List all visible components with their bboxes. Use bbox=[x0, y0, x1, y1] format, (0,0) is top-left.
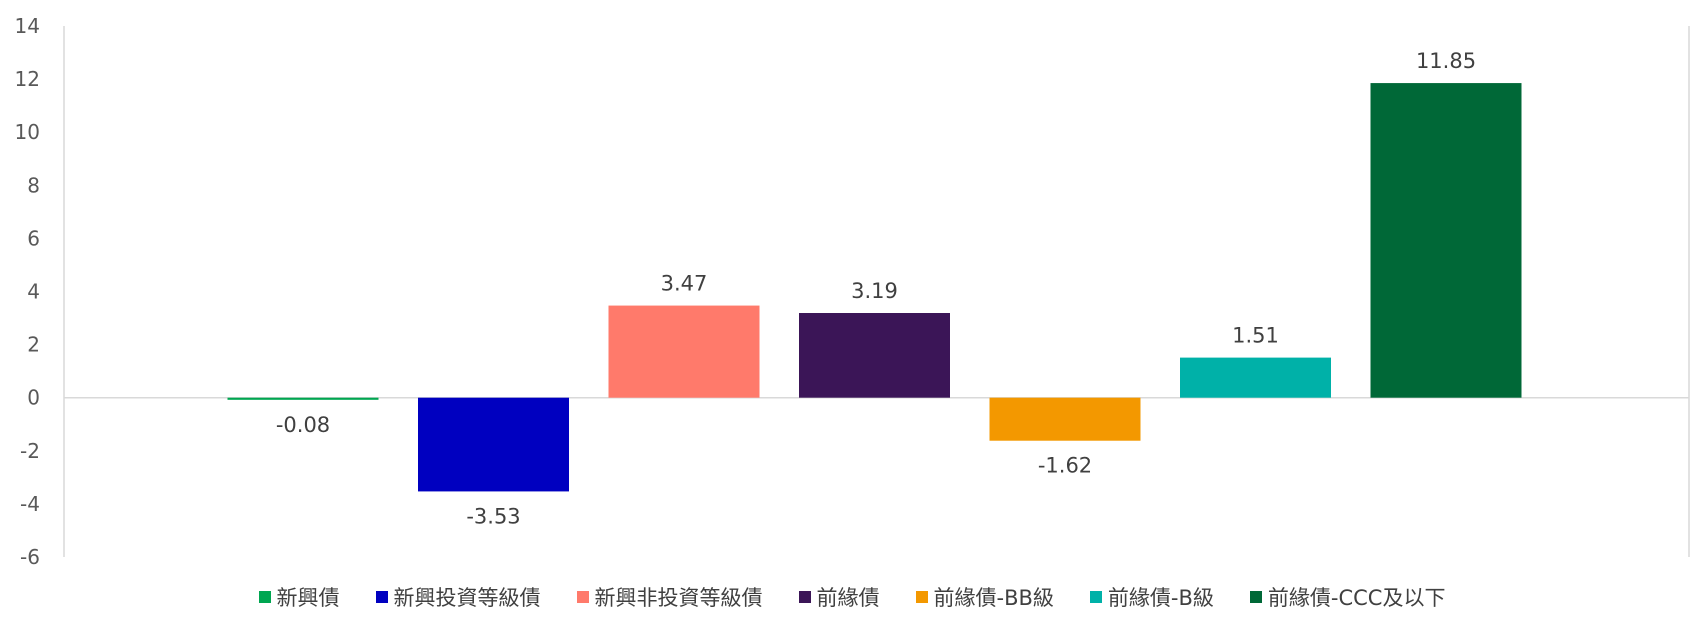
legend-label: 前緣債 bbox=[816, 586, 880, 610]
legend-item: 前緣債-B級 bbox=[1089, 582, 1214, 612]
data-labels: -0.08 -3.53 3.47 3.19 -1.62 1.51 11.85 bbox=[276, 49, 1476, 528]
legend-item: 新興非投資等級債 bbox=[576, 582, 763, 612]
legend-label: 新興非投資等級債 bbox=[594, 586, 763, 610]
legend-swatch bbox=[375, 591, 388, 603]
legend-swatch bbox=[1089, 591, 1102, 603]
legend-item: 前緣債-CCC及以下 bbox=[1249, 582, 1446, 612]
data-label: 3.19 bbox=[851, 279, 898, 303]
legend-swatch bbox=[915, 591, 928, 603]
data-label: 11.85 bbox=[1416, 49, 1476, 73]
y-tick-label: -4 bbox=[20, 492, 40, 516]
legend-item: 前緣債-BB級 bbox=[915, 582, 1054, 612]
bar bbox=[1180, 357, 1331, 398]
legend-swatch bbox=[576, 591, 589, 603]
y-tick-label: -2 bbox=[20, 439, 40, 463]
bar bbox=[799, 313, 950, 398]
legend-item: 前緣債 bbox=[798, 582, 880, 612]
legend-item: 新興債 bbox=[258, 582, 340, 612]
y-tick-label: 12 bbox=[15, 67, 40, 91]
y-tick-label: 14 bbox=[15, 14, 40, 38]
legend-label: 前緣債-BB級 bbox=[933, 586, 1054, 610]
y-tick-label: 6 bbox=[27, 226, 40, 250]
bar bbox=[227, 397, 379, 400]
y-tick-label: 2 bbox=[27, 333, 40, 357]
y-tick-label: 0 bbox=[27, 386, 40, 410]
y-tick-label: 4 bbox=[27, 280, 40, 304]
data-label: -1.62 bbox=[1038, 454, 1092, 478]
legend-item: 新興投資等級債 bbox=[375, 582, 541, 612]
legend-swatch bbox=[258, 591, 271, 603]
legend-label: 新興投資等級債 bbox=[393, 586, 541, 610]
bar bbox=[989, 397, 1141, 441]
legend: 新興債 新興投資等級債 新興非投資等級債 前緣債 前緣債-BB級 前緣債-B級 前緣債-CC… bbox=[0, 582, 1704, 612]
legend-label: 前緣債-B級 bbox=[1107, 586, 1214, 610]
data-label: -0.08 bbox=[276, 413, 330, 437]
legend-swatch bbox=[798, 591, 811, 603]
data-label: 1.51 bbox=[1232, 324, 1279, 348]
y-tick-label: 8 bbox=[27, 173, 40, 197]
bar bbox=[608, 305, 760, 398]
legend-swatch bbox=[1249, 591, 1262, 603]
y-tick-label: -6 bbox=[20, 545, 40, 569]
legend-label: 前緣債-CCC及以下 bbox=[1267, 586, 1446, 610]
bar bbox=[418, 397, 569, 492]
bar bbox=[1370, 83, 1522, 398]
legend-label: 新興債 bbox=[276, 586, 340, 610]
data-label: 3.47 bbox=[661, 272, 708, 296]
bars bbox=[227, 83, 1522, 492]
data-label: -3.53 bbox=[466, 504, 520, 528]
y-tick-label: 10 bbox=[15, 120, 40, 144]
